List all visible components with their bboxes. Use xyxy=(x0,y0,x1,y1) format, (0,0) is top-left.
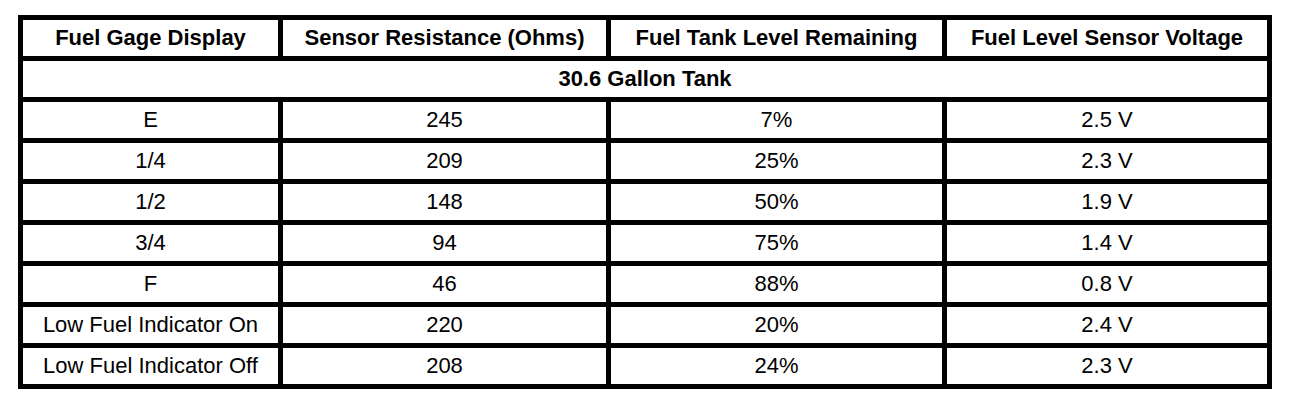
cell-resistance: 220 xyxy=(281,305,609,346)
cell-display: Low Fuel Indicator On xyxy=(21,305,281,346)
cell-level: 88% xyxy=(609,264,945,305)
cell-resistance: 46 xyxy=(281,264,609,305)
page-background: Fuel Gage Display Sensor Resistance (Ohm… xyxy=(0,0,1312,406)
cell-display: E xyxy=(21,100,281,141)
cell-level: 24% xyxy=(609,346,945,387)
cell-resistance: 148 xyxy=(281,182,609,223)
cell-voltage: 1.4 V xyxy=(945,223,1270,264)
cell-resistance: 94 xyxy=(281,223,609,264)
cell-resistance: 209 xyxy=(281,141,609,182)
cell-voltage: 0.8 V xyxy=(945,264,1270,305)
cell-voltage: 1.9 V xyxy=(945,182,1270,223)
column-header-fuel-gage-display: Fuel Gage Display xyxy=(21,18,281,59)
table-row-low-fuel-on: Low Fuel Indicator On 220 20% 2.4 V xyxy=(21,305,1270,346)
cell-voltage: 2.5 V xyxy=(945,100,1270,141)
cell-display: 1/4 xyxy=(21,141,281,182)
cell-resistance: 208 xyxy=(281,346,609,387)
cell-resistance: 245 xyxy=(281,100,609,141)
cell-level: 75% xyxy=(609,223,945,264)
cell-level: 50% xyxy=(609,182,945,223)
table-row-low-fuel-off: Low Fuel Indicator Off 208 24% 2.3 V xyxy=(21,346,1270,387)
cell-display: 3/4 xyxy=(21,223,281,264)
cell-display: F xyxy=(21,264,281,305)
table-row-three-quarter: 3/4 94 75% 1.4 V xyxy=(21,223,1270,264)
cell-display: 1/2 xyxy=(21,182,281,223)
column-header-fuel-tank-level: Fuel Tank Level Remaining xyxy=(609,18,945,59)
table-row-half: 1/2 148 50% 1.9 V xyxy=(21,182,1270,223)
tank-size-row: 30.6 Gallon Tank xyxy=(21,59,1270,100)
cell-level: 20% xyxy=(609,305,945,346)
header-row: Fuel Gage Display Sensor Resistance (Ohm… xyxy=(21,18,1270,59)
table-row-quarter: 1/4 209 25% 2.3 V xyxy=(21,141,1270,182)
table-row-empty: E 245 7% 2.5 V xyxy=(21,100,1270,141)
cell-voltage: 2.3 V xyxy=(945,141,1270,182)
cell-voltage: 2.3 V xyxy=(945,346,1270,387)
tank-size-label: 30.6 Gallon Tank xyxy=(21,59,1270,100)
column-header-sensor-resistance: Sensor Resistance (Ohms) xyxy=(281,18,609,59)
column-header-sensor-voltage: Fuel Level Sensor Voltage xyxy=(945,18,1270,59)
fuel-level-sensor-table: Fuel Gage Display Sensor Resistance (Ohm… xyxy=(18,15,1272,389)
cell-voltage: 2.4 V xyxy=(945,305,1270,346)
cell-level: 7% xyxy=(609,100,945,141)
cell-display: Low Fuel Indicator Off xyxy=(21,346,281,387)
table-row-full: F 46 88% 0.8 V xyxy=(21,264,1270,305)
cell-level: 25% xyxy=(609,141,945,182)
